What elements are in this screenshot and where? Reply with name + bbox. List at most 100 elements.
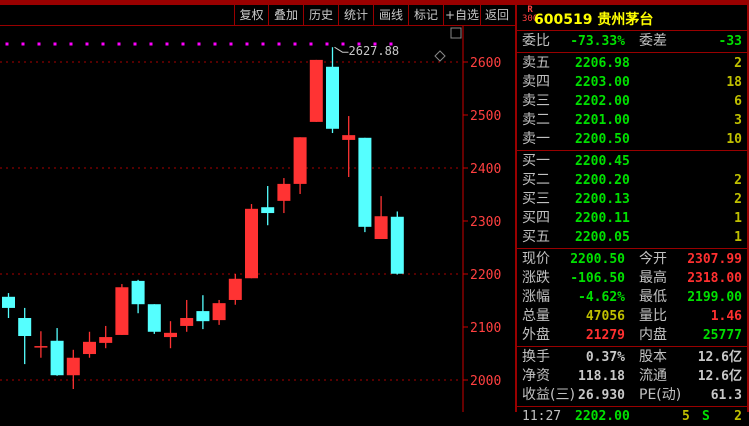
toolbar-button-7[interactable]: 返回 — [480, 5, 513, 25]
quote-panel: R 300 600519 贵州茅台 委比 -73.33% 委差 -33 卖五 2206.9… — [515, 5, 749, 424]
stat-label: 现价 — [522, 251, 550, 267]
stat-value: 1.46 — [710, 309, 742, 324]
candle-body — [212, 303, 226, 321]
quote-row: 外盘 21279 内盘 25777 — [517, 326, 747, 345]
level-price: 2200.50 — [575, 132, 630, 147]
toolbar-button-6[interactable]: +自选 — [443, 5, 480, 25]
marker-dot — [101, 42, 105, 46]
tick-row: 11:27 2202.00 5 S 2 — [522, 409, 742, 424]
marker-dot — [261, 42, 265, 46]
level-price: 2206.98 — [575, 56, 630, 71]
stat-value: 12.6亿 — [697, 369, 742, 384]
stat-value: 2199.00 — [687, 290, 742, 305]
level-price: 2200.20 — [575, 173, 630, 188]
level-volume: 3 — [734, 113, 742, 128]
candle-body — [196, 311, 210, 322]
marker-dot — [181, 42, 185, 46]
marker-dot — [293, 42, 297, 46]
stat-label: 净资 — [522, 368, 550, 384]
candle-body — [293, 137, 307, 184]
stock-code-name: 600519 贵州茅台 — [534, 12, 654, 28]
candle-body — [261, 207, 275, 214]
candle-body — [342, 135, 356, 140]
level-volume: 2 — [734, 173, 742, 188]
level-volume: 2 — [734, 192, 742, 207]
stat-value: 0.37% — [585, 350, 625, 365]
level-label: 买四 — [522, 210, 550, 226]
sell-row: 卖二 2201.00 3 — [517, 111, 747, 130]
marker-dot — [277, 42, 281, 46]
marker-dot — [53, 42, 57, 46]
stat-label: 最高 — [639, 270, 667, 286]
stat-value: 118.18 — [578, 369, 625, 384]
level-volume: 1 — [734, 211, 742, 226]
candle-body — [34, 346, 48, 348]
weicha-value: -33 — [718, 34, 742, 49]
marker-dot — [197, 42, 201, 46]
candle-body — [309, 59, 323, 122]
toolbar-button-5[interactable]: 标记 — [408, 5, 443, 25]
candle-body — [83, 341, 96, 355]
stat-label: 换手 — [522, 349, 550, 365]
stat-label: 总量 — [522, 308, 550, 324]
diamond-icon — [434, 50, 446, 62]
toolbar-button-1[interactable]: 叠加 — [268, 5, 303, 25]
candle-body — [18, 317, 32, 337]
level-price: 2200.13 — [575, 192, 630, 207]
axis-tick-label: 2100 — [470, 321, 501, 336]
candle-body — [164, 332, 177, 338]
level-volume: 10 — [726, 132, 742, 147]
level-label: 买三 — [522, 191, 550, 207]
marker-dot — [69, 42, 73, 46]
marker-dot — [357, 42, 361, 46]
axis-tick-label: 2200 — [470, 268, 501, 283]
index-badge: R 300 — [522, 5, 539, 24]
sell-row: 卖五 2206.98 2 — [517, 54, 747, 73]
stat-value: 21279 — [585, 328, 625, 343]
candle-body — [277, 183, 291, 201]
marker-dot — [309, 42, 313, 46]
weibi-label: 委比 — [522, 33, 550, 49]
chart-toolbar: 复权 叠加 历史 统计 画线 标记 +自选 返回 — [0, 5, 515, 26]
quote-row: 现价 2200.50 今开 2307.99 — [517, 250, 747, 269]
level-label: 卖五 — [522, 55, 550, 71]
stat-label: 今开 — [639, 251, 667, 267]
candle-body — [326, 66, 339, 129]
stock-header: R 300 600519 贵州茅台 — [517, 5, 747, 31]
level-label: 卖四 — [522, 74, 550, 90]
sell-orders: 卖五 2206.98 2 卖四 2203.00 18 卖三 2202.00 6 卖二 2201.00… — [517, 53, 747, 151]
toolbar-button-3[interactable]: 统计 — [338, 5, 373, 25]
quote-row: 总量 47056 量比 1.46 — [517, 307, 747, 326]
stat-value: -4.62% — [578, 290, 625, 305]
stat-value: 61.3 — [710, 388, 742, 403]
marker-dot — [133, 42, 137, 46]
candle-body — [99, 337, 113, 343]
candle-body — [50, 340, 64, 376]
toolbar-button-0[interactable]: 复权 — [234, 5, 268, 25]
candle-body — [228, 278, 242, 300]
toolbar-button-2[interactable]: 历史 — [303, 5, 338, 25]
candlestick-chart[interactable]: 2600 2500 2400 2300 2200 2100 2000 2627.88 — [0, 26, 515, 412]
stat-label: 股本 — [639, 349, 667, 365]
max-price-pointer — [334, 46, 349, 53]
level-label: 买一 — [522, 153, 550, 169]
weibi-value: -73.33% — [570, 34, 625, 49]
marker-dot — [85, 42, 89, 46]
stat-value: -106.50 — [570, 271, 625, 286]
title-bar — [0, 0, 749, 5]
axis-tick-label: 2000 — [470, 374, 501, 389]
level-price: 2200.45 — [575, 154, 630, 169]
buy-row: 买一 2200.45 — [517, 152, 747, 171]
buy-orders: 买一 2200.45 买二 2200.20 2 买三 2200.13 2 买四 2200.11 1 买… — [517, 151, 747, 249]
candle-body — [115, 287, 129, 335]
sell-row: 卖三 2202.00 6 — [517, 92, 747, 111]
fundamentals: 换手 0.37% 股本 12.6亿 净资 118.18 流通 12.6亿 收益(三) 26.930… — [517, 347, 747, 407]
stat-label: 收益(三) — [522, 387, 575, 403]
level-label: 卖一 — [522, 131, 550, 147]
stat-label: 内盘 — [639, 327, 667, 343]
candle-body — [131, 280, 145, 305]
marker-dot — [325, 42, 329, 46]
toolbar-button-4[interactable]: 画线 — [373, 5, 408, 25]
sell-row: 卖四 2203.00 18 — [517, 73, 747, 92]
weibi-section: 委比 -73.33% 委差 -33 — [517, 31, 747, 53]
